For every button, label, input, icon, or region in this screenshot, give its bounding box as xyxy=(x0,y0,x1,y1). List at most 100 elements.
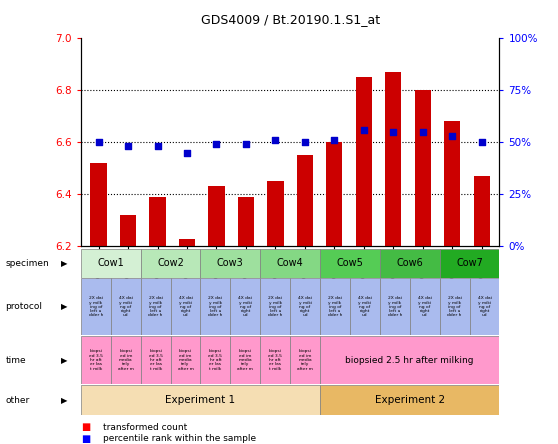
Point xyxy=(182,149,191,156)
Bar xyxy=(260,336,290,384)
Text: biopsi
ed 3.5
hr aft
er las
t milk: biopsi ed 3.5 hr aft er las t milk xyxy=(148,349,162,371)
Bar xyxy=(260,249,320,278)
Text: 4X dai
y miki
ng of
right
ud: 4X dai y miki ng of right ud xyxy=(358,296,372,317)
Point xyxy=(242,141,251,148)
Bar xyxy=(380,278,410,335)
Bar xyxy=(267,181,283,246)
Bar xyxy=(320,249,380,278)
Bar xyxy=(474,176,490,246)
Bar xyxy=(297,155,313,246)
Bar xyxy=(141,336,171,384)
Bar xyxy=(238,197,254,246)
Text: 4X dai
y miki
ng of
right
ud: 4X dai y miki ng of right ud xyxy=(478,296,492,317)
Bar xyxy=(81,278,111,335)
Bar xyxy=(208,186,224,246)
Bar xyxy=(356,77,372,246)
Bar xyxy=(141,278,171,335)
Text: biopsied 2.5 hr after milking: biopsied 2.5 hr after milking xyxy=(345,356,474,365)
Text: 2X dai
y milk
ing of
left u
dder h: 2X dai y milk ing of left u dder h xyxy=(268,296,282,317)
Text: percentile rank within the sample: percentile rank within the sample xyxy=(103,434,256,443)
Bar xyxy=(469,278,499,335)
Text: Cow5: Cow5 xyxy=(336,258,363,268)
Bar xyxy=(120,215,136,246)
Text: 2X dai
y milk
ing of
left u
dder h: 2X dai y milk ing of left u dder h xyxy=(328,296,342,317)
Text: protocol: protocol xyxy=(6,302,42,311)
Text: biopsi
ed 3.5
hr aft
er las
t milk: biopsi ed 3.5 hr aft er las t milk xyxy=(89,349,103,371)
Bar xyxy=(90,163,107,246)
Bar xyxy=(290,336,320,384)
Bar xyxy=(320,336,499,384)
Bar xyxy=(440,278,469,335)
Bar xyxy=(440,249,499,278)
Text: 2X dai
y milk
ing of
left u
dder h: 2X dai y milk ing of left u dder h xyxy=(208,296,223,317)
Bar xyxy=(200,249,260,278)
Bar xyxy=(111,278,141,335)
Point xyxy=(212,141,221,148)
Text: Cow4: Cow4 xyxy=(277,258,304,268)
Bar xyxy=(141,249,200,278)
Bar xyxy=(171,278,200,335)
Text: Cow6: Cow6 xyxy=(396,258,423,268)
Text: Cow3: Cow3 xyxy=(217,258,244,268)
Point xyxy=(477,139,486,146)
Bar xyxy=(230,336,260,384)
Text: specimen: specimen xyxy=(6,258,49,268)
Text: ■: ■ xyxy=(81,422,90,432)
Point xyxy=(359,126,368,133)
Bar xyxy=(260,278,290,335)
Point xyxy=(94,139,103,146)
Point xyxy=(448,132,456,139)
Text: Cow2: Cow2 xyxy=(157,258,184,268)
Bar xyxy=(200,336,230,384)
Point xyxy=(124,143,133,150)
Bar xyxy=(290,278,320,335)
Bar xyxy=(81,249,141,278)
Bar xyxy=(200,278,230,335)
Bar xyxy=(81,336,111,384)
Text: Experiment 1: Experiment 1 xyxy=(165,395,235,405)
Point xyxy=(418,128,427,135)
Text: ▶: ▶ xyxy=(61,396,68,404)
Text: biopsi
ed im
media
tely
after m: biopsi ed im media tely after m xyxy=(237,349,253,371)
Text: ▶: ▶ xyxy=(61,356,68,365)
Bar xyxy=(350,278,380,335)
Text: 2X dai
y milk
ing of
left u
dder h: 2X dai y milk ing of left u dder h xyxy=(89,296,103,317)
Bar xyxy=(380,249,440,278)
Text: 4X dai
y miki
ng of
right
ud: 4X dai y miki ng of right ud xyxy=(238,296,252,317)
Text: 2X dai
y milk
ing of
left u
dder h: 2X dai y milk ing of left u dder h xyxy=(148,296,163,317)
Text: biopsi
ed 3.5
hr aft
er las
t milk: biopsi ed 3.5 hr aft er las t milk xyxy=(209,349,223,371)
Bar xyxy=(171,336,200,384)
Bar xyxy=(385,71,401,246)
Bar xyxy=(415,90,431,246)
Text: transformed count: transformed count xyxy=(103,423,187,432)
Text: ▶: ▶ xyxy=(61,258,68,268)
Bar xyxy=(320,385,499,415)
Bar xyxy=(179,238,195,246)
Bar xyxy=(150,197,166,246)
Text: time: time xyxy=(6,356,26,365)
Point xyxy=(300,139,309,146)
Text: 4X dai
y miki
ng of
right
ud: 4X dai y miki ng of right ud xyxy=(119,296,133,317)
Text: 2X dai
y milk
ing of
left u
dder h: 2X dai y milk ing of left u dder h xyxy=(388,296,402,317)
Bar xyxy=(444,121,460,246)
Text: 4X dai
y miki
ng of
right
ud: 4X dai y miki ng of right ud xyxy=(418,296,432,317)
Text: Cow1: Cow1 xyxy=(98,258,124,268)
Text: 4X dai
y miki
ng of
right
ud: 4X dai y miki ng of right ud xyxy=(298,296,312,317)
Bar xyxy=(230,278,260,335)
Point xyxy=(153,143,162,150)
Point xyxy=(330,136,339,143)
Bar xyxy=(81,385,320,415)
Text: 2X dai
y milk
ing of
left u
dder h: 2X dai y milk ing of left u dder h xyxy=(448,296,462,317)
Text: biopsi
ed im
media
tely
after m: biopsi ed im media tely after m xyxy=(297,349,313,371)
Text: ▶: ▶ xyxy=(61,302,68,311)
Text: Experiment 2: Experiment 2 xyxy=(374,395,445,405)
Text: GDS4009 / Bt.20190.1.S1_at: GDS4009 / Bt.20190.1.S1_at xyxy=(200,13,380,26)
Text: biopsi
ed im
media
tely
after m: biopsi ed im media tely after m xyxy=(177,349,194,371)
Bar xyxy=(410,278,440,335)
Text: biopsi
ed im
media
tely
after m: biopsi ed im media tely after m xyxy=(118,349,134,371)
Point xyxy=(271,136,280,143)
Text: other: other xyxy=(6,396,30,404)
Bar xyxy=(326,142,343,246)
Text: ■: ■ xyxy=(81,434,90,444)
Point xyxy=(389,128,398,135)
